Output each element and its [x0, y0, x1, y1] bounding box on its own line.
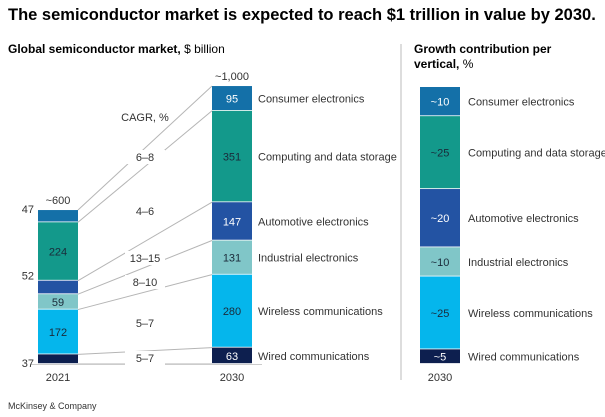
- bar-2030-automotive-electronics: [212, 202, 252, 240]
- growth-bar-automotive-electronics: [420, 189, 460, 247]
- series-label-consumer-electronics: Consumer electronics: [258, 93, 365, 105]
- growth-bar-industrial-electronics: [420, 247, 460, 276]
- cagr-header: CAGR, %: [121, 112, 169, 124]
- left-chart-title: Global semiconductor market, $ billion: [8, 42, 225, 56]
- growth-data-label: ~25: [431, 148, 450, 160]
- connector-line-wireless-communications: [77, 274, 213, 311]
- growth-bar-computing-and-data-storage: [420, 116, 460, 189]
- growth-data-label: ~20: [431, 213, 450, 225]
- data-label: 147: [223, 216, 241, 228]
- data-label: 351: [223, 152, 241, 164]
- growth-series-label-wireless-communications: Wireless communications: [468, 308, 593, 320]
- left-chart-title-unit: $ billion: [184, 42, 225, 56]
- cagr-label-industrial-electronics: 8–10: [133, 277, 157, 289]
- series-label-automotive-electronics: Automotive electronics: [258, 216, 369, 228]
- cagr-label-wired-communications: 5–7: [136, 353, 154, 365]
- bar-2021-automotive-electronics: [38, 280, 78, 294]
- growth-series-label-industrial-electronics: Industrial electronics: [468, 257, 569, 269]
- bar-2021-computing-and-data-storage: [38, 222, 78, 280]
- x-tick-2021: 2021: [46, 372, 70, 384]
- series-label-wired-communications: Wired communications: [258, 351, 370, 363]
- page-title: The semiconductor market is expected to …: [8, 6, 596, 24]
- data-label: 224: [49, 246, 67, 258]
- growth-bar-consumer-electronics: [420, 87, 460, 116]
- series-label-industrial-electronics: Industrial electronics: [258, 253, 359, 265]
- cagr-label-computing-and-data-storage: 4–6: [136, 206, 154, 218]
- x-tick-2030: 2030: [220, 372, 244, 384]
- growth-bar-wireless-communications: [420, 276, 460, 349]
- growth-data-label: ~25: [431, 308, 450, 320]
- left-chart-title-bold: Global semiconductor market,: [8, 42, 181, 56]
- connector-line-industrial-electronics: [77, 240, 213, 295]
- connector-line-consumer-electronics: [77, 85, 213, 211]
- cagr-label-consumer-electronics: 6–8: [136, 152, 154, 164]
- right-chart-title-bold: Growth contribution per vertical,: [414, 42, 552, 71]
- growth-series-label-automotive-electronics: Automotive electronics: [468, 213, 579, 225]
- data-label: 131: [223, 253, 241, 265]
- bar-2021-wired-communications: [38, 354, 78, 364]
- growth-series-label-computing-and-data-storage: Computing and data storage: [468, 148, 605, 160]
- data-label: 63: [226, 351, 238, 363]
- data-label-outside: 47: [22, 204, 34, 216]
- connector-line-computing-and-data-storage: [77, 110, 213, 223]
- data-label: 59: [52, 297, 64, 309]
- cagr-label-bg: [125, 275, 165, 289]
- total-label-2021: ~600: [46, 195, 71, 207]
- connector-line-wired-communications: [77, 347, 213, 355]
- data-label-outside: 52: [22, 271, 34, 283]
- connector-line-automotive-electronics: [77, 201, 213, 282]
- cagr-label-automotive-electronics: 13–15: [130, 253, 161, 265]
- cagr-label-wireless-communications: 5–7: [136, 318, 154, 330]
- cagr-label-bg: [125, 150, 165, 164]
- data-label: 280: [223, 306, 241, 318]
- footer-credit: McKinsey & Company: [8, 401, 97, 411]
- growth-series-label-consumer-electronics: Consumer electronics: [468, 97, 575, 109]
- bar-2030-wireless-communications: [212, 274, 252, 347]
- cagr-label-bg: [125, 204, 165, 218]
- bar-2021-consumer-electronics: [38, 210, 78, 222]
- data-label-outside: 37: [22, 358, 34, 370]
- data-label: 95: [226, 93, 238, 105]
- series-label-wireless-communications: Wireless communications: [258, 306, 383, 318]
- bar-2030-consumer-electronics: [212, 86, 252, 110]
- cagr-label-bg: [125, 251, 165, 265]
- cagr-label-bg: [125, 351, 165, 365]
- growth-x-tick: 2030: [428, 372, 452, 384]
- growth-data-label: ~5: [434, 352, 447, 364]
- series-label-computing-and-data-storage: Computing and data storage: [258, 152, 397, 164]
- growth-bar-wired-communications: [420, 349, 460, 364]
- cagr-label-bg: [125, 316, 165, 330]
- growth-data-label: ~10: [431, 257, 450, 269]
- bar-2021-industrial-electronics: [38, 294, 78, 309]
- bar-2030-wired-communications: [212, 347, 252, 364]
- total-label-2030: ~1,000: [215, 71, 249, 83]
- data-label: 172: [49, 327, 67, 339]
- bar-2030-computing-and-data-storage: [212, 110, 252, 202]
- growth-data-label: ~10: [431, 97, 450, 109]
- right-chart-title: Growth contribution per vertical, %: [414, 42, 599, 72]
- bar-2021-wireless-communications: [38, 309, 78, 354]
- growth-series-label-wired-communications: Wired communications: [468, 352, 580, 364]
- bar-2030-industrial-electronics: [212, 240, 252, 274]
- right-chart-title-unit: %: [462, 57, 474, 71]
